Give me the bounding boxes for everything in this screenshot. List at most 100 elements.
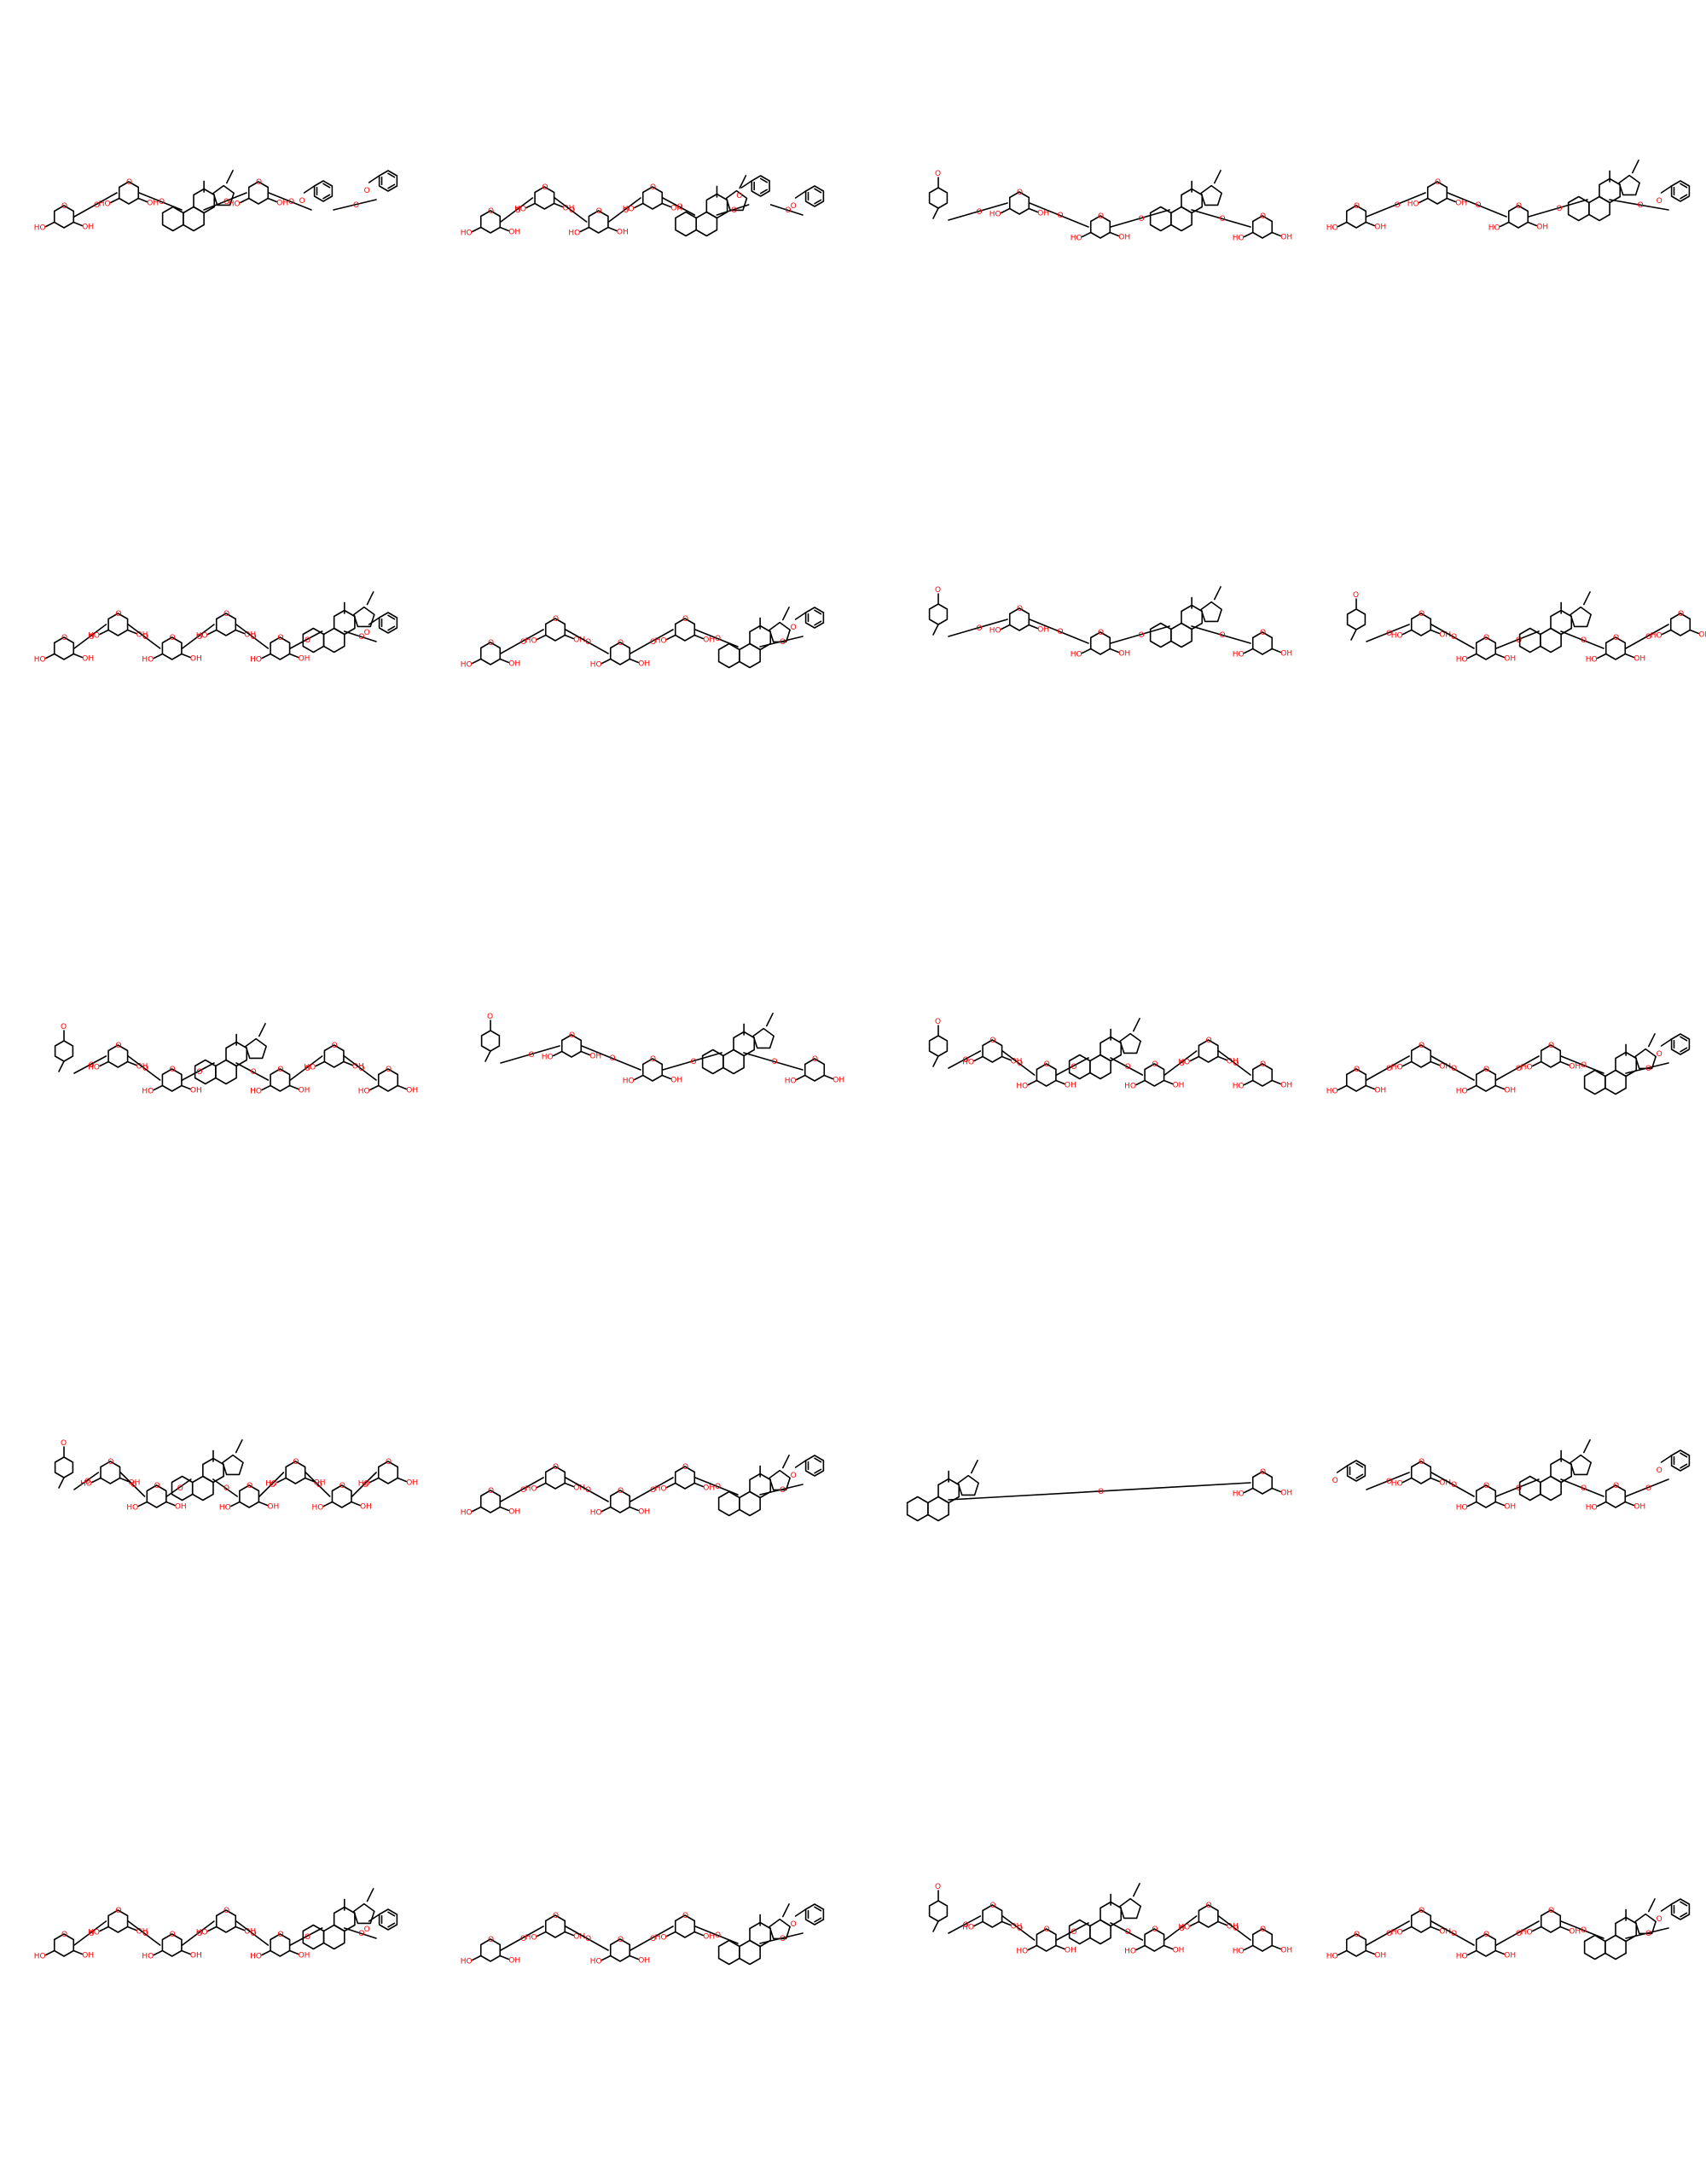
hydroxyl-label: HO (1586, 1504, 1598, 1513)
bond (261, 1949, 271, 1956)
linker-oxygen-label: O (585, 638, 591, 647)
glycosidic-bond (1495, 1478, 1540, 1497)
glycosidic-bond (716, 204, 750, 216)
linker-oxygen-label: O (1179, 1060, 1185, 1068)
sugar-ring (1475, 1068, 1497, 1092)
hydroxyl-label: OH (190, 1952, 202, 1960)
linker-oxygen-label: O (963, 1056, 969, 1065)
glycosidic-bond (694, 629, 739, 648)
bond (1000, 207, 1011, 214)
sugar-ring (270, 636, 291, 660)
hydroxyl-label: HO (525, 1934, 537, 1943)
bond (629, 1955, 640, 1960)
bond (633, 202, 644, 209)
double-bond (814, 1906, 822, 1912)
bond (1243, 1487, 1254, 1494)
linker-oxygen-label: O (715, 635, 721, 643)
linker-oxygen-label: O (1516, 636, 1522, 645)
hydroxyl-label: HO (142, 1953, 154, 1961)
linker-oxygen-label: O (89, 1061, 95, 1070)
glycosidic-bond (662, 197, 696, 216)
bond (1365, 1084, 1376, 1090)
linker-oxygen-label: O (358, 633, 364, 642)
bond (153, 653, 164, 659)
glycosidic-bond (1055, 1922, 1089, 1941)
bond (1028, 207, 1039, 213)
carbonyl-oxygen-label: O (1657, 1467, 1662, 1475)
bond (1132, 1883, 1140, 1897)
bond (485, 1050, 491, 1062)
bond (1401, 1926, 1413, 1932)
bond (235, 1439, 243, 1454)
hydroxyl-label: OH (573, 636, 585, 645)
bond (1401, 629, 1413, 636)
hydroxyl-label: OH (1569, 1928, 1581, 1937)
sugar-ring (107, 1044, 129, 1068)
bond (109, 197, 120, 204)
sugar-ring (1251, 631, 1274, 655)
hydroxyl-label: OH (703, 1484, 715, 1493)
bond (794, 1460, 807, 1468)
glycosidic-bond (1163, 1915, 1198, 1941)
glycosidic-bond (1560, 1920, 1604, 1939)
bond (1531, 1060, 1542, 1067)
linker-oxygen-label: O (1645, 1065, 1651, 1073)
linker-oxygen-label: O (520, 638, 526, 647)
glycosidic-bond (73, 624, 107, 649)
ring-oxygen-label: O (1354, 1066, 1360, 1074)
bond (258, 1501, 269, 1507)
sugar-ring (1669, 613, 1691, 636)
hydroxyl-label: HO (525, 1485, 537, 1494)
sugar-ring (534, 186, 555, 210)
bond (1660, 185, 1673, 194)
sugar-ring (1410, 1044, 1432, 1068)
bond (973, 1055, 984, 1062)
bond (580, 1050, 591, 1056)
ring-oxygen-label: O (1044, 1060, 1050, 1069)
ring-oxygen-label: O (1017, 605, 1023, 613)
glycosidic-bond (1366, 192, 1426, 218)
bond (1109, 231, 1120, 237)
ring-oxygen-label: O (154, 1482, 160, 1490)
molecule-cell: O OH HO O O OH HO O O OH HO O O OH HO O O O (1314, 1757, 1706, 2184)
hydroxyl-label: OH (1504, 1087, 1516, 1095)
sugar-ring (118, 181, 140, 205)
bond (126, 1060, 137, 1066)
aryl-ring (928, 1035, 949, 1057)
ring-oxygen-label: O (488, 207, 494, 216)
hydroxyl-label: OH (82, 655, 94, 664)
bond (1027, 1944, 1038, 1951)
glycosidic-bond (351, 1472, 377, 1497)
steroid-ring (1583, 1069, 1606, 1095)
bond (693, 634, 705, 640)
ring-oxygen-label: O (488, 1936, 494, 1944)
sugar-ring (1475, 1933, 1497, 1957)
bond (1582, 1439, 1591, 1454)
double-bond (1680, 1036, 1688, 1042)
hydroxyl-label: HO (142, 656, 154, 665)
linker-oxygen-label: O (1557, 205, 1563, 213)
bond (137, 197, 148, 203)
glycosidic-bond (1217, 1915, 1251, 1941)
hydroxyl-label: HO (196, 632, 208, 641)
glycosidic-bond (289, 1055, 323, 1081)
double-bond (1680, 1463, 1688, 1469)
sugar-ring (161, 1068, 183, 1092)
bond (536, 634, 547, 641)
bond (304, 1477, 315, 1483)
linker-oxygen-label: O (1017, 1925, 1023, 1933)
bond (1446, 197, 1457, 203)
bond (206, 629, 218, 636)
bond (1661, 629, 1672, 636)
ring-oxygen-label: O (61, 634, 67, 642)
linker-oxygen-label: O (1179, 1925, 1185, 1933)
glycosidic-bond (500, 197, 534, 223)
hydroxyl-label: OH (589, 1053, 601, 1061)
ring-oxygen-label: O (247, 1482, 252, 1490)
bond (73, 1949, 84, 1955)
glycosidic-bond (630, 1926, 674, 1951)
glycosidic-bond (181, 624, 215, 649)
bond (693, 1482, 705, 1488)
